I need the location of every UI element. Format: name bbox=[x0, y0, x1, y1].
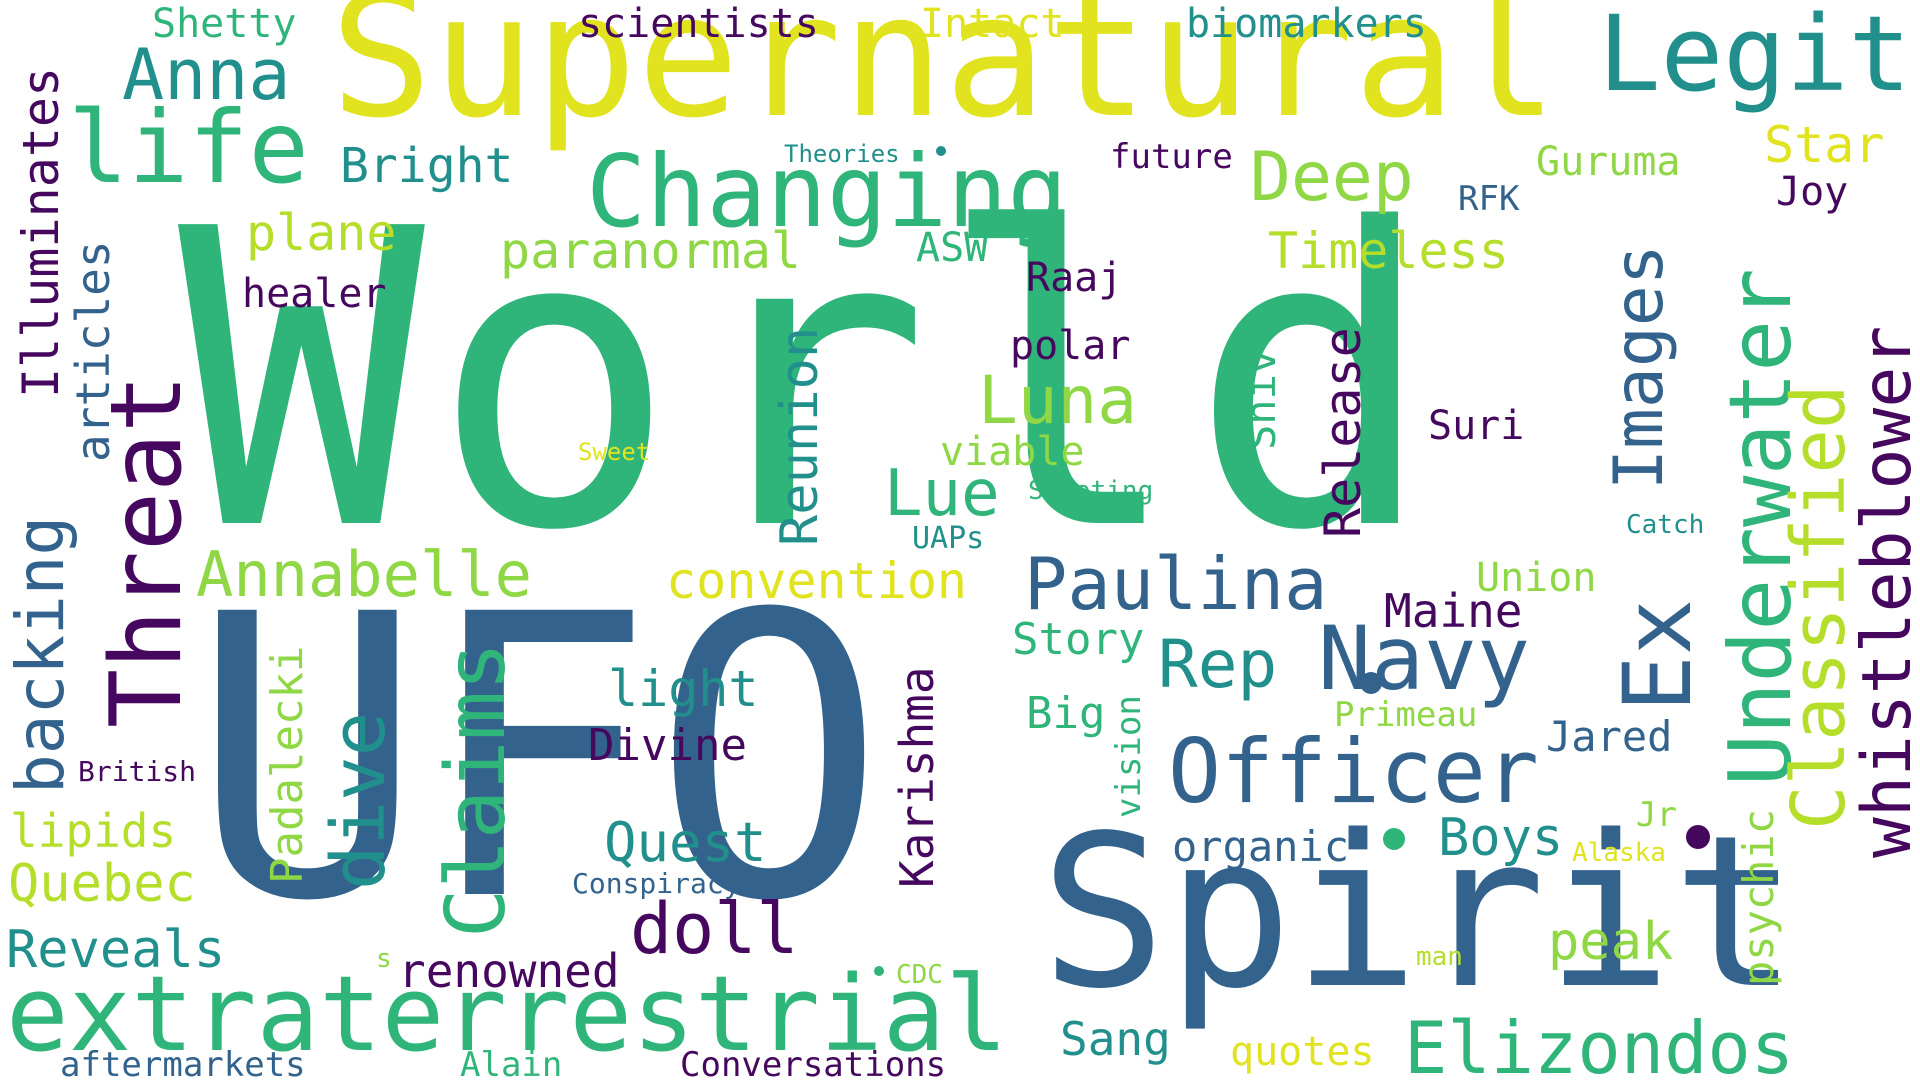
word-doll: doll bbox=[630, 888, 799, 970]
word-life: life bbox=[68, 89, 309, 206]
word-intact: Intact bbox=[920, 1, 1065, 47]
word-organic: organic bbox=[1172, 822, 1350, 871]
word-release: Release bbox=[1314, 327, 1372, 538]
word-images: Images bbox=[1600, 244, 1679, 490]
word-backing: backing bbox=[2, 515, 79, 794]
word-quotes: quotes bbox=[1230, 1029, 1375, 1075]
word-world: World bbox=[178, 142, 1443, 620]
word-vision: vision bbox=[1109, 695, 1149, 818]
word-dive: dive bbox=[316, 711, 402, 890]
word-rep: Rep bbox=[1158, 626, 1278, 703]
word-story: Story bbox=[1012, 614, 1145, 665]
word-padalecki: Padalecki bbox=[262, 645, 313, 884]
word-lue: Lue bbox=[884, 457, 1000, 531]
word-catch: Catch bbox=[1626, 510, 1705, 540]
word-reunion: Reunion bbox=[770, 326, 830, 546]
word-divine: Divine bbox=[588, 720, 747, 771]
word-quest: Quest bbox=[604, 811, 767, 874]
word-karishma: Karishma bbox=[890, 666, 944, 888]
word-deep: Deep bbox=[1250, 138, 1414, 217]
word-aftermarkets: aftermarkets bbox=[60, 1045, 306, 1085]
word-timeless: Timeless bbox=[1268, 222, 1509, 280]
word-jr: Jr bbox=[1636, 795, 1677, 835]
word-whistleblower: whistleblower bbox=[1848, 325, 1920, 858]
word-luna: Luna bbox=[978, 362, 1137, 439]
word-sang: Sang bbox=[1060, 1012, 1171, 1066]
word-guruma: Guruma bbox=[1536, 139, 1681, 185]
word-s: s bbox=[376, 944, 392, 974]
word-maine: Maine bbox=[1384, 584, 1523, 638]
word-shetty: Shetty bbox=[152, 1, 297, 47]
word-alaska: Alaska bbox=[1572, 838, 1666, 868]
word-uaps: UAPs bbox=[912, 521, 985, 556]
word-officer: Officer bbox=[1168, 720, 1539, 823]
word-scientists: scientists bbox=[578, 1, 819, 47]
word-threat: Threat bbox=[90, 373, 204, 728]
word-suri: Suri bbox=[1428, 403, 1525, 449]
word-quebec: Quebec bbox=[8, 854, 196, 914]
word-convention: convention bbox=[666, 552, 968, 610]
word-peak: peak bbox=[1548, 912, 1674, 972]
word-plane: plane bbox=[246, 204, 397, 262]
word-psychic: psychic bbox=[1734, 808, 1783, 986]
word-future: future bbox=[1110, 137, 1233, 177]
word-star: Star bbox=[1764, 116, 1885, 174]
word-alain: Alain bbox=[460, 1045, 563, 1085]
word-theories: Theories bbox=[784, 140, 900, 168]
word-boys: Boys bbox=[1438, 808, 1564, 868]
word-viable: viable bbox=[940, 429, 1085, 475]
word-elizondos: Elizondos bbox=[1404, 1006, 1795, 1090]
word-supernatural: Supernatural bbox=[330, 0, 1559, 156]
word-rfk: RFK bbox=[1458, 179, 1520, 219]
word-shooting: Shooting bbox=[1028, 476, 1154, 506]
word-ufo: UFO bbox=[190, 532, 886, 986]
word-british: British bbox=[78, 755, 197, 788]
word-asw: ASW bbox=[916, 225, 989, 271]
word-illuminates: Illuminates bbox=[12, 66, 70, 398]
word-sweet: Sweet bbox=[578, 438, 651, 466]
word-raaj: Raaj bbox=[1026, 255, 1123, 301]
word-spirit: Spirit bbox=[1040, 790, 1799, 1035]
word-changing: Changing bbox=[586, 133, 1068, 250]
word-primeau: Primeau bbox=[1334, 695, 1478, 735]
word-shiv: Shiv bbox=[1236, 348, 1285, 450]
word-annabelle: Annabelle bbox=[196, 538, 532, 611]
word-big: Big bbox=[1026, 688, 1106, 739]
word-joy: Joy bbox=[1776, 169, 1849, 215]
word-jared: Jared bbox=[1546, 712, 1673, 761]
word-claims: Claims bbox=[429, 641, 524, 938]
word-classified: Classified bbox=[1776, 384, 1862, 830]
word-legit: Legit bbox=[1598, 0, 1912, 115]
word-anna: Anna bbox=[122, 34, 291, 116]
dot-mark bbox=[1360, 672, 1382, 694]
word-navy: Navy bbox=[1318, 607, 1530, 710]
word-paulina: Paulina bbox=[1024, 542, 1328, 626]
dot-mark bbox=[874, 966, 884, 976]
dot-mark bbox=[1383, 828, 1405, 850]
word-conspiracy: Conspiracy bbox=[572, 867, 741, 900]
dot-mark bbox=[1686, 825, 1710, 849]
word-biomarkers: biomarkers bbox=[1186, 1, 1427, 47]
word-extraterrestrial: extraterrestrial bbox=[6, 953, 1008, 1075]
word-light: light bbox=[608, 660, 759, 718]
word-reveals: Reveals bbox=[6, 920, 226, 980]
word-paranormal: paranormal bbox=[500, 222, 802, 280]
word-conversations: Conversations bbox=[680, 1045, 947, 1085]
word-renowned: renowned bbox=[398, 944, 620, 998]
word-cdc: CDC bbox=[896, 960, 943, 990]
word-healer: healer bbox=[242, 271, 387, 317]
word-ex: Ex bbox=[1604, 598, 1713, 712]
word-bright: Bright bbox=[340, 138, 514, 194]
word-polar: polar bbox=[1010, 323, 1131, 369]
dot-mark bbox=[936, 146, 946, 156]
word-man: man bbox=[1416, 942, 1463, 972]
word-union: Union bbox=[1476, 555, 1597, 601]
word-lipids: lipids bbox=[10, 804, 177, 858]
